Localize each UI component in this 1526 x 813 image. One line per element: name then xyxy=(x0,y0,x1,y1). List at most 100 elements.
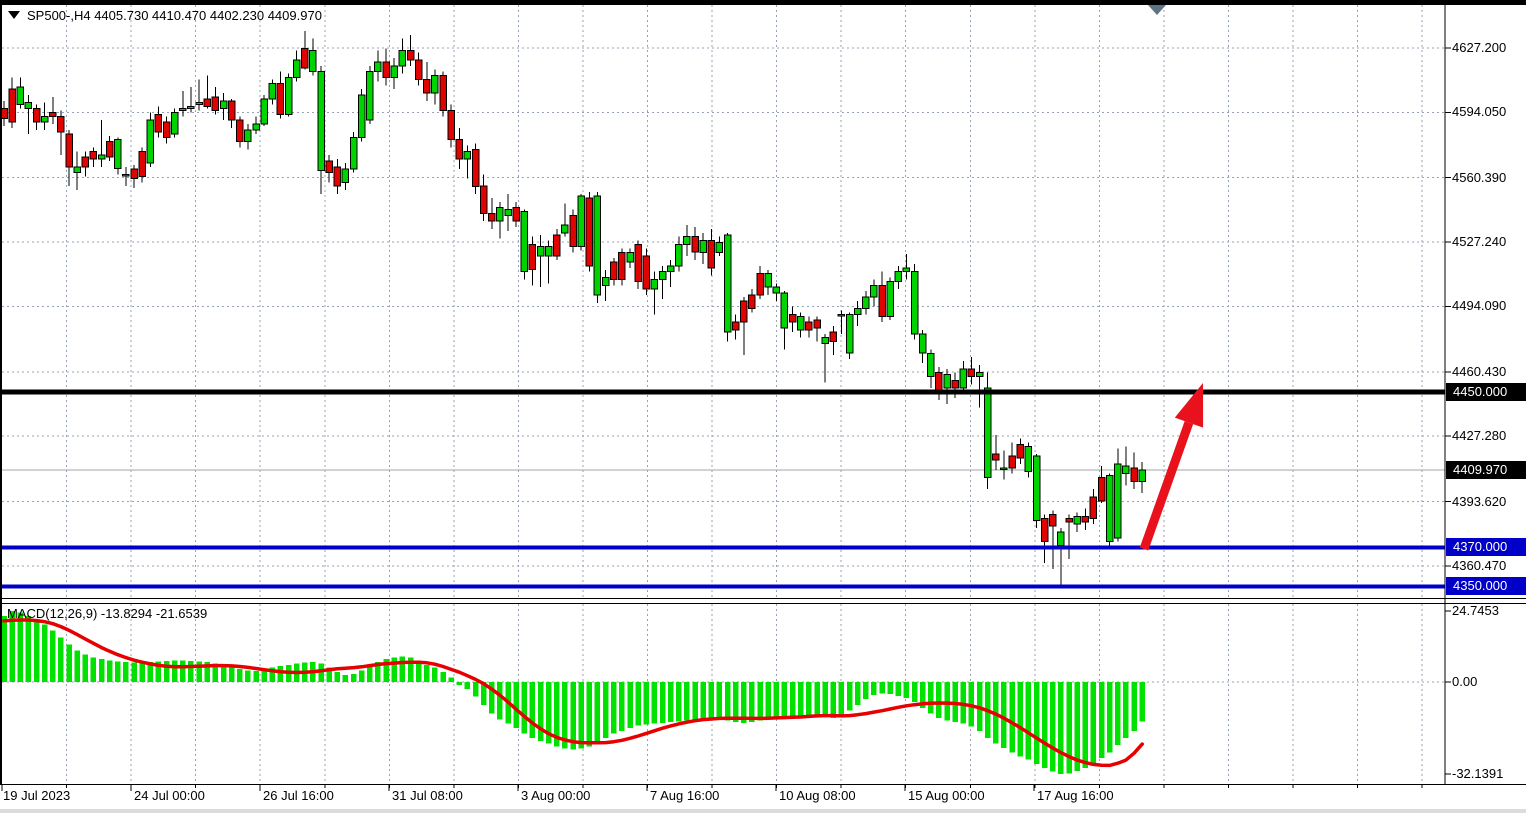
macd-histogram-bar xyxy=(1074,682,1080,771)
macd-histogram-bar xyxy=(464,682,471,690)
candle-body xyxy=(496,207,504,222)
candle-body xyxy=(935,372,943,393)
macd-histogram-bar xyxy=(936,682,942,718)
candle-body xyxy=(1032,455,1041,521)
candle-body xyxy=(650,279,659,290)
macd-histogram-bar xyxy=(131,662,137,682)
price-axis-label: 4594.050 xyxy=(1452,104,1507,120)
macd-histogram-bar xyxy=(562,682,568,749)
macd-histogram-bar xyxy=(188,660,194,682)
macd-histogram-bar xyxy=(456,682,463,685)
macd-histogram-bar xyxy=(90,657,97,682)
trend-arrow-head[interactable] xyxy=(1174,383,1204,428)
candle-body xyxy=(366,71,374,121)
candle-body xyxy=(715,242,724,253)
macd-histogram-bar xyxy=(318,663,324,682)
candle-body xyxy=(301,47,309,69)
candle-body xyxy=(414,59,423,80)
candle-body xyxy=(357,94,366,139)
macd-indicator-label: MACD(12,26,9) -13.8294 -21.6539 xyxy=(7,606,208,621)
macd-histogram-bar xyxy=(700,682,706,720)
macd-histogram-bar xyxy=(334,671,341,682)
chart-shift-marker-icon[interactable] xyxy=(1148,5,1166,15)
macd-histogram-bar xyxy=(25,615,32,682)
macd-histogram-bar xyxy=(155,661,162,682)
candle-body xyxy=(1073,515,1081,525)
macd-histogram-bar xyxy=(846,682,853,711)
candle-body xyxy=(455,139,464,160)
macd-histogram-bar xyxy=(797,682,804,716)
macd-histogram-bar xyxy=(928,682,934,714)
macd-histogram-bar xyxy=(879,682,885,694)
candle-body xyxy=(154,113,163,133)
panel-separator-top[interactable] xyxy=(0,598,1526,599)
candle-body xyxy=(114,139,122,170)
macd-histogram-bar xyxy=(147,661,154,682)
candle-body xyxy=(553,234,561,257)
candle-body xyxy=(504,209,512,216)
macd-histogram-bar xyxy=(708,682,715,720)
macd-histogram-bar xyxy=(521,682,528,734)
price-tag: 4370.000 xyxy=(1446,538,1526,557)
macd-histogram-bar xyxy=(480,682,487,705)
macd-histogram-bar xyxy=(1,615,7,682)
macd-histogram-bar xyxy=(854,682,861,705)
macd-histogram-bar xyxy=(1025,682,1032,760)
candle-body xyxy=(284,77,293,115)
macd-histogram-bar xyxy=(1131,682,1137,731)
macd-histogram-bar xyxy=(684,682,690,721)
time-axis-label: 3 Aug 00:00 xyxy=(521,788,591,803)
candle-body xyxy=(740,300,748,323)
macd-histogram-bar xyxy=(806,682,812,716)
trend-arrow-shaft[interactable] xyxy=(1139,421,1194,551)
candle-body xyxy=(601,277,610,286)
macd-histogram-bar xyxy=(903,682,910,698)
time-axis-label: 15 Aug 00:00 xyxy=(908,788,985,803)
candle-body xyxy=(959,368,968,389)
candle-body xyxy=(683,236,691,245)
macd-histogram-bar xyxy=(627,682,633,728)
candle-body xyxy=(187,106,195,109)
macd-histogram-bar xyxy=(407,657,414,682)
window-top-border xyxy=(0,0,1526,5)
candle-body xyxy=(390,65,398,79)
candle-body xyxy=(951,379,959,389)
candle-body xyxy=(49,112,57,117)
candle-body xyxy=(829,331,838,343)
macd-histogram-bar xyxy=(17,612,24,682)
macd-histogram-bar xyxy=(432,667,438,682)
macd-histogram-bar xyxy=(1058,682,1064,775)
candle-body xyxy=(658,271,667,281)
panel-separator-bottom[interactable] xyxy=(0,603,1526,604)
candle-body xyxy=(463,150,472,160)
time-axis-label: 17 Aug 16:00 xyxy=(1037,788,1114,803)
candle-body xyxy=(1105,475,1114,543)
price-tag: 4450.000 xyxy=(1446,383,1526,402)
symbol-dropdown-icon[interactable] xyxy=(8,11,20,19)
macd-histogram-bar xyxy=(676,682,682,722)
window-left-border xyxy=(0,0,2,785)
candle-body xyxy=(73,166,81,174)
candle-body xyxy=(32,108,41,123)
macd-histogram-bar xyxy=(277,666,284,682)
candle-body xyxy=(870,284,878,298)
macd-histogram-bar xyxy=(440,671,446,682)
macd-histogram-bar xyxy=(139,663,145,682)
macd-axis-label: -32.1391 xyxy=(1452,766,1504,782)
candle-body xyxy=(268,82,277,100)
macd-histogram-bar xyxy=(245,670,251,682)
macd-histogram-bar xyxy=(537,682,544,741)
price-axis-label: 4460.430 xyxy=(1452,363,1507,379)
macd-histogram-bar xyxy=(1090,682,1097,764)
macd-histogram-bar xyxy=(391,657,397,682)
candle-body xyxy=(805,321,813,331)
candle-body xyxy=(170,112,179,135)
candle-body xyxy=(748,294,756,310)
macd-histogram-bar xyxy=(66,644,72,682)
candle-body xyxy=(642,255,651,290)
macd-histogram-bar xyxy=(1001,682,1007,749)
candle-body xyxy=(138,150,146,178)
candle-body xyxy=(544,246,553,257)
candle-body xyxy=(593,195,602,296)
